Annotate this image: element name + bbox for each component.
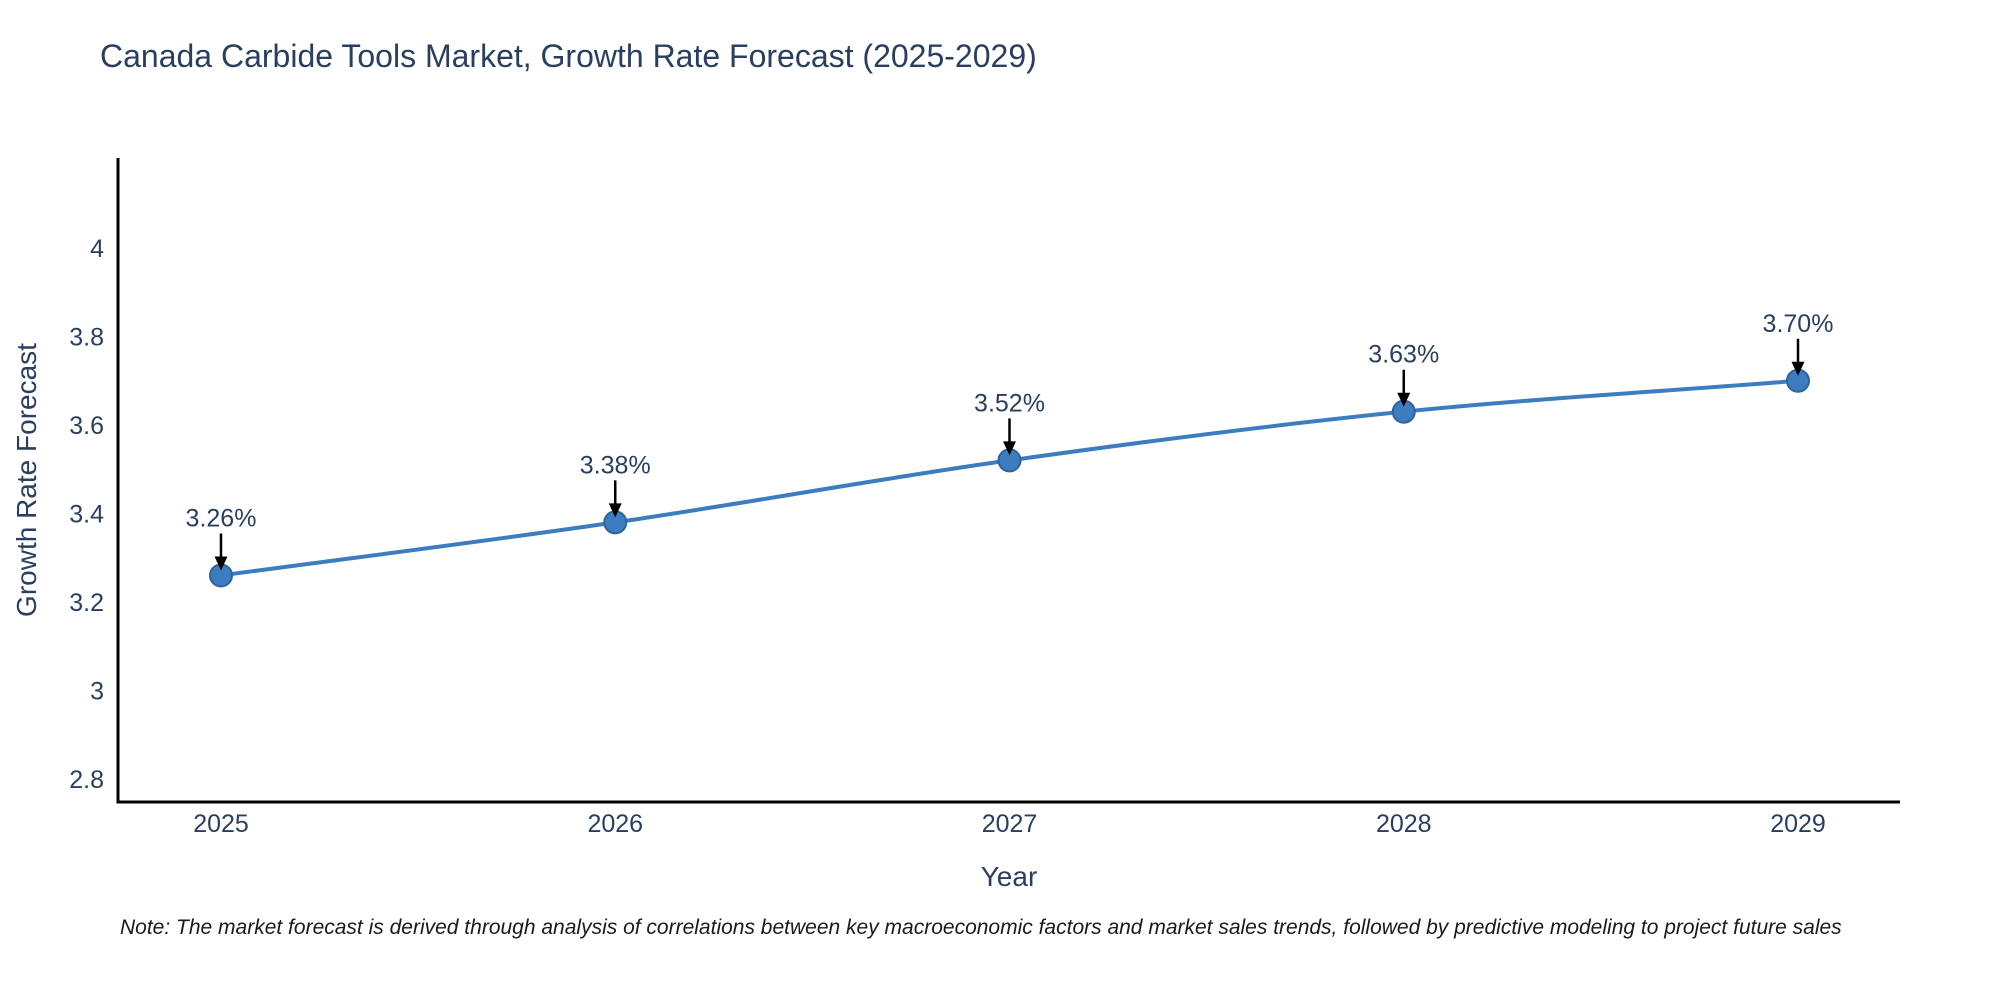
- y-tick-label: 2.8: [69, 766, 104, 794]
- footnote: Note: The market forecast is derived thr…: [120, 916, 1842, 939]
- y-tick-label: 3: [90, 678, 104, 706]
- x-tick-label: 2025: [193, 810, 249, 838]
- data-point-label: 3.26%: [186, 504, 257, 532]
- y-tick-label: 3.2: [69, 589, 104, 617]
- chart-title: Canada Carbide Tools Market, Growth Rate…: [100, 38, 1037, 74]
- annotation-arrowhead: [608, 503, 622, 518]
- y-tick-label: 4: [90, 235, 104, 263]
- data-point-label: 3.38%: [580, 451, 651, 479]
- y-tick-label: 3.8: [69, 324, 104, 352]
- x-tick-label: 2028: [1376, 810, 1432, 838]
- data-point-label: 3.70%: [1763, 310, 1834, 338]
- annotation-arrowhead: [214, 556, 228, 571]
- y-tick-label: 3.6: [69, 412, 104, 440]
- annotation-arrowhead: [1397, 392, 1411, 407]
- data-point-label: 3.52%: [974, 389, 1045, 417]
- y-axis-title: Growth Rate Forecast: [11, 343, 42, 617]
- x-tick-label: 2026: [587, 810, 643, 838]
- data-point-label: 3.63%: [1368, 341, 1439, 369]
- x-tick-label: 2027: [982, 810, 1038, 838]
- x-axis-title: Year: [981, 861, 1038, 892]
- annotation-arrowhead: [1791, 361, 1805, 376]
- annotation-arrowhead: [1003, 441, 1016, 456]
- x-tick-label: 2029: [1770, 810, 1826, 838]
- y-tick-label: 3.4: [69, 501, 104, 529]
